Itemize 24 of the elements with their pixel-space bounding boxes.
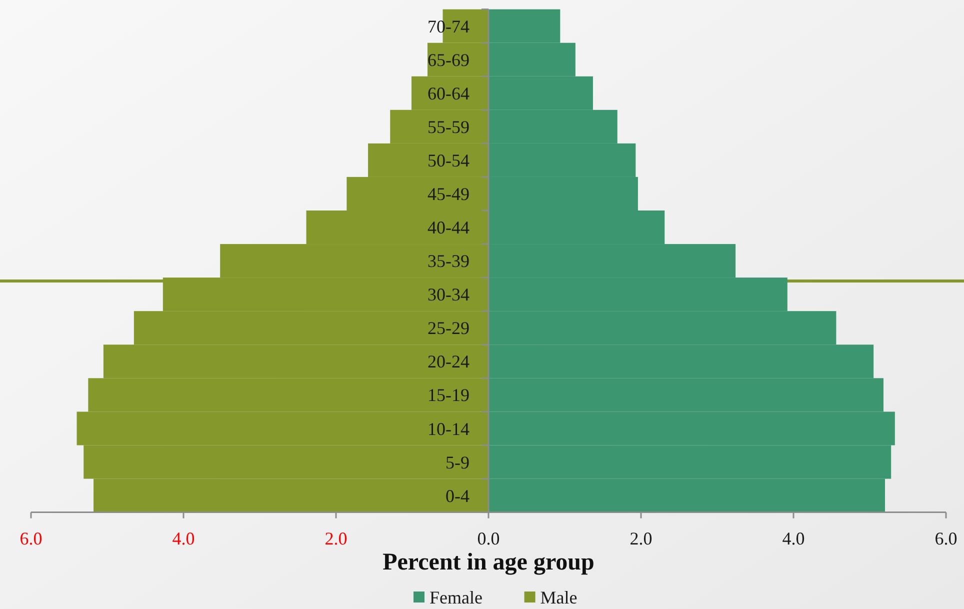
legend-label: Female [430, 587, 482, 608]
y-tick-label: 60-64 [428, 83, 470, 104]
y-tick-label: 30-34 [428, 284, 470, 305]
y-tick-label: 65-69 [428, 50, 470, 70]
y-tick-label: 25-29 [428, 318, 470, 338]
x-tick-label: 2.0 [324, 528, 348, 549]
y-tick-label: 10-14 [428, 418, 470, 439]
y-tick-label: 40-44 [428, 218, 470, 238]
x-tick-label: 4.0 [172, 528, 195, 549]
y-tick-label: 50-54 [428, 150, 470, 170]
y-tick-label: 15-19 [428, 385, 470, 406]
x-tick-label: 2.0 [630, 528, 652, 549]
x-axis-title: Percent in age group [382, 549, 594, 576]
y-tick-label: 45-49 [428, 184, 470, 204]
y-tick-label: 0-4 [446, 486, 470, 506]
y-tick-label: 20-24 [428, 352, 470, 372]
x-tick-label: 6.0 [20, 528, 42, 549]
legend-label: Male [540, 587, 578, 608]
y-tick-label: 5-9 [446, 452, 470, 472]
x-tick-label: 0.0 [477, 528, 500, 549]
y-tick-label: 35-39 [428, 251, 470, 272]
x-tick-label: 4.0 [782, 528, 805, 549]
y-tick-label: 55-59 [428, 116, 470, 137]
x-tick-label: 6.0 [934, 528, 958, 549]
